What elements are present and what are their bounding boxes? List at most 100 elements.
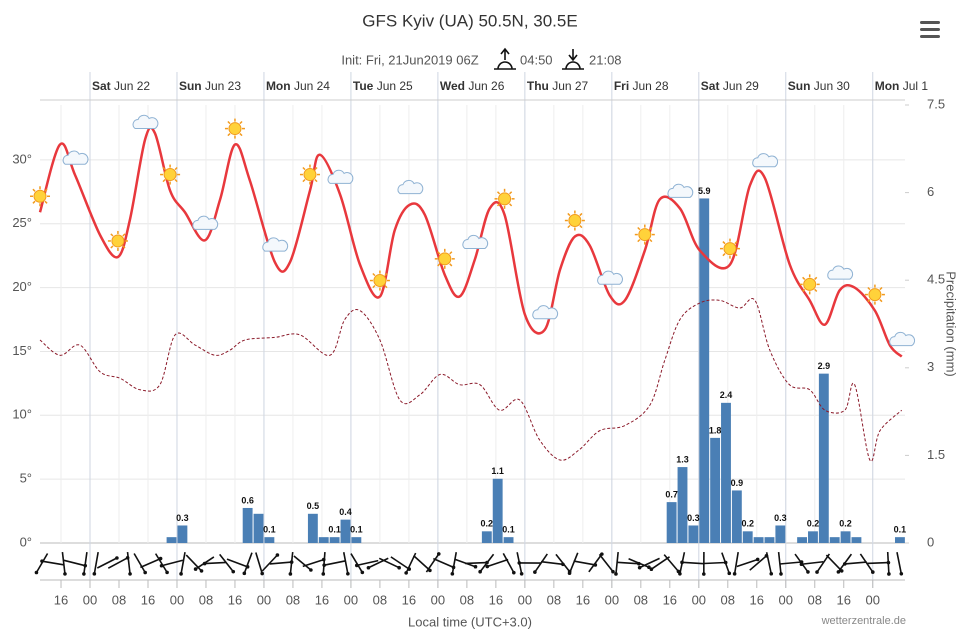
precipitation-bar (253, 513, 264, 543)
bar-value-label: 0.6 (241, 495, 254, 505)
wind-arrow (779, 561, 802, 565)
precipitation-bar (666, 502, 677, 543)
sunset-icon (562, 49, 584, 70)
wind-arrow-head (165, 570, 169, 575)
y-tick-label: 10° (12, 407, 32, 422)
precipitation-bar (503, 537, 514, 543)
wind-arrow (534, 553, 548, 573)
wind-arrow (568, 552, 579, 574)
wind-arrow-head (727, 571, 732, 576)
precipitation-bar (166, 537, 177, 543)
bar-value-label: 0.5 (307, 501, 320, 511)
sun-ray (44, 188, 48, 192)
wind-arrow-head (63, 572, 67, 576)
wind-arrow (61, 551, 66, 575)
sun-ray (227, 133, 231, 137)
bar-value-label: 0.4 (339, 507, 352, 517)
bar-value-label: 0.1 (263, 525, 276, 535)
wind-arrow (765, 552, 773, 574)
sun-ray (508, 191, 513, 195)
sun-ray (567, 224, 571, 229)
wind-arrow (261, 554, 278, 572)
sun (373, 274, 387, 288)
wind-arrow-head (321, 572, 326, 576)
sun-ray (239, 133, 243, 137)
wind-arrow-head (647, 565, 651, 570)
sun-ray (814, 276, 818, 280)
x-tick-label: 00 (257, 592, 271, 607)
cloud (462, 234, 489, 250)
sun-ray (579, 224, 583, 229)
wind-arrow-head (92, 572, 97, 576)
x-tick-label: 16 (489, 592, 503, 607)
precipitation-bar (721, 402, 731, 543)
wind-arrow (368, 557, 389, 569)
wind-arrow (502, 552, 515, 574)
menu-button[interactable] (920, 21, 940, 38)
day-label: Sat Jun 29 (701, 79, 759, 93)
sun-ray (567, 212, 571, 217)
wind-arrow (255, 552, 263, 574)
sun (438, 252, 452, 266)
wind-arrows (34, 551, 904, 576)
cloud (262, 237, 289, 252)
precipitation-bar (894, 537, 905, 543)
chart-title: GFS Kyiv (UA) 50.5N, 30.5E (362, 11, 577, 30)
wind-arrow-head (179, 572, 183, 576)
precipitation-bar (688, 525, 699, 543)
day-label: Sat Jun 22 (92, 79, 150, 93)
precipitation-bar (351, 537, 362, 543)
bar-value-label: 2.9 (818, 361, 831, 371)
sun (723, 242, 737, 256)
wind-arrow (886, 551, 890, 575)
wind-arrow (390, 556, 410, 570)
wind-arrow (487, 558, 509, 568)
sun-ray (302, 178, 306, 183)
wind-arrow (681, 561, 705, 565)
wind-arrow (479, 553, 495, 573)
wind-arrow (663, 554, 680, 572)
day-label: Wed Jun 26 (440, 79, 505, 93)
sunrise-time: 04:50 (520, 52, 553, 67)
wind-arrow (413, 555, 431, 571)
wind-arrow-head (649, 567, 654, 572)
wind-arrow (433, 557, 454, 569)
day-label: Sun Jun 30 (788, 79, 850, 93)
sun-ray (649, 226, 653, 231)
sun-ray (802, 276, 806, 280)
wind-arrow-head (397, 565, 401, 570)
bar-value-label: 1.1 (491, 466, 504, 476)
x-tick-label: 16 (750, 592, 764, 607)
wind-arrow (154, 553, 168, 573)
x-tick-label: 00 (866, 592, 880, 607)
x-tick-label: 08 (547, 592, 561, 607)
wind-arrow-head (143, 570, 147, 575)
sun-ray (32, 200, 36, 204)
wind-arrow-head (533, 570, 537, 574)
x-tick-label: 16 (576, 592, 590, 607)
sun-ray (449, 263, 453, 267)
wind-arrow (639, 557, 660, 569)
sun-ray (162, 178, 166, 183)
wind-arrow (356, 559, 379, 567)
wind-arrow-head (899, 571, 904, 576)
wind-arrow (650, 556, 670, 570)
sun-ray (437, 263, 441, 267)
cloud (192, 215, 219, 230)
wind-arrow-head (354, 563, 359, 568)
wind-arrow-head (799, 562, 804, 567)
wind-arrow-head (275, 553, 280, 557)
grid (40, 72, 905, 588)
x-tick-label: 00 (518, 592, 532, 607)
precipitation-bar (731, 490, 742, 543)
sun-ray (496, 203, 501, 207)
precipitation-bar (753, 537, 764, 543)
x-tick-label: 00 (692, 592, 706, 607)
bar-value-label: 0.1 (350, 525, 363, 535)
y2-tick-label: 0 (927, 534, 934, 549)
wind-arrow (185, 554, 203, 572)
wind-arrow (289, 551, 294, 575)
sun (111, 234, 125, 248)
wind-arrow (324, 560, 346, 566)
wind-arrow (451, 552, 458, 574)
